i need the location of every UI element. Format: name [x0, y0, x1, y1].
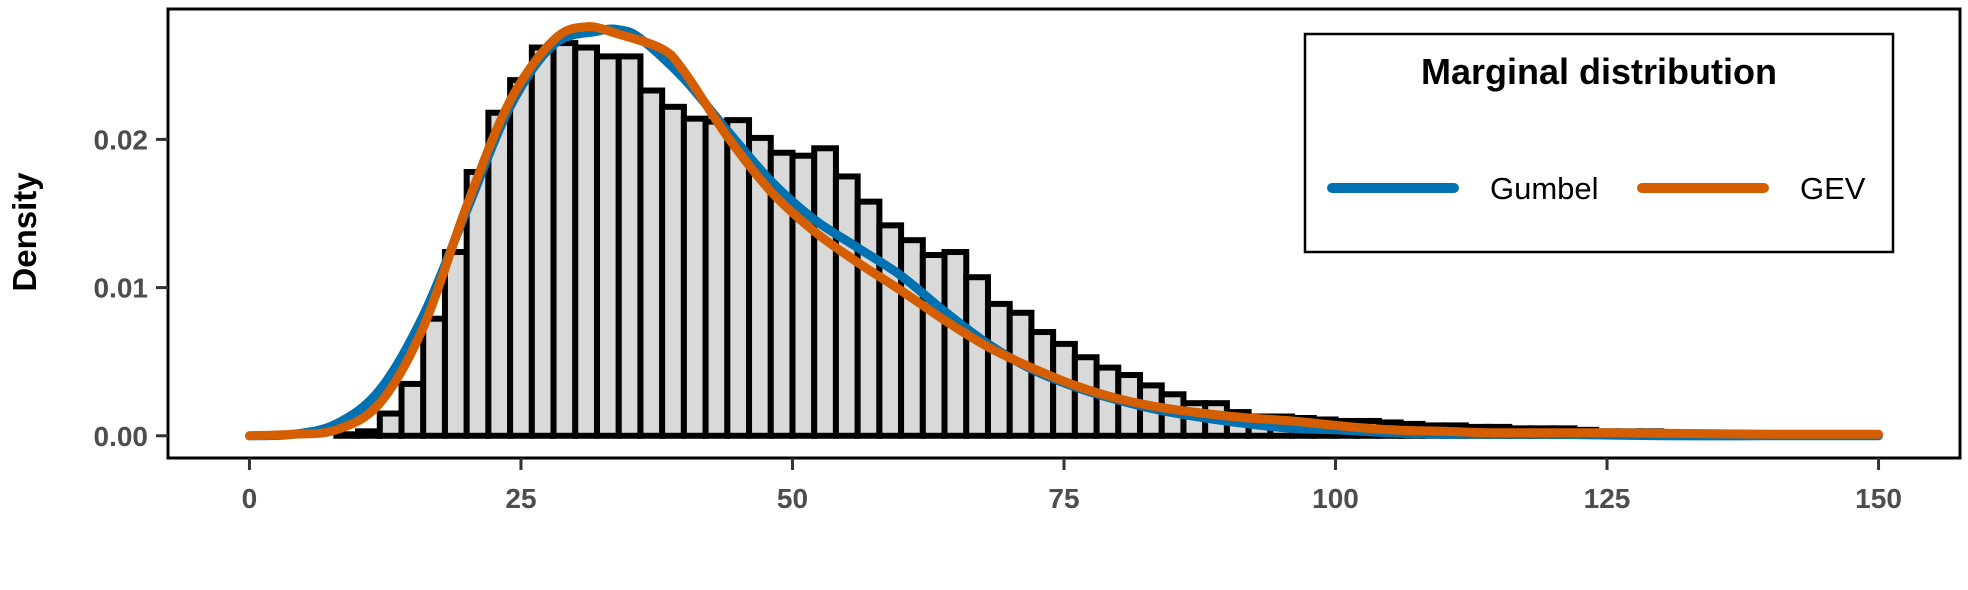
histogram-bar: [550, 40, 579, 439]
y-tick-label: 0.01: [94, 273, 149, 304]
histogram-bar: [876, 222, 905, 439]
legend-title: Marginal distribution: [1421, 51, 1777, 92]
histogram-bar: [637, 87, 666, 439]
histogram-bar: [789, 152, 818, 439]
y-axis-title: Density: [6, 172, 43, 292]
y-tick-label: 0.02: [94, 124, 149, 155]
histogram-bar: [832, 173, 861, 439]
density-lines-layer: [245, 22, 1883, 441]
histogram-bar: [528, 44, 557, 439]
histogram-bar: [485, 109, 514, 439]
histogram-bar: [919, 251, 948, 439]
histogram-bar: [572, 44, 600, 439]
histogram-bar: [376, 410, 405, 439]
histogram-bar: [702, 118, 731, 439]
histogram-bar: [420, 315, 448, 439]
histogram-bar: [941, 249, 970, 439]
histogram-bar: [593, 53, 622, 439]
legend-box: [1303, 32, 1895, 254]
histogram-bar: [615, 53, 644, 439]
x-tick-label: 0: [242, 483, 258, 514]
x-tick-label: 50: [777, 483, 808, 514]
histogram-bar: [507, 77, 535, 439]
histogram-bar: [680, 115, 709, 439]
y-tick-label: 0.00: [94, 421, 149, 452]
x-tick-label: 100: [1312, 483, 1359, 514]
x-tick-label: 150: [1855, 483, 1902, 514]
x-tick-label: 125: [1584, 483, 1631, 514]
legend-label-gev: GEV: [1800, 171, 1866, 206]
density-line-gev: [245, 22, 1883, 441]
histogram-bar: [963, 274, 991, 439]
x-axis: 0 25 50 75 100 125 150: [242, 458, 1902, 514]
legend-label-gumbel: Gumbel: [1490, 171, 1599, 206]
histogram-bar: [659, 103, 687, 439]
histogram-bar: [1028, 329, 1057, 439]
x-tick-label: 25: [505, 483, 536, 514]
histogram-bar: [898, 237, 926, 439]
histogram-bar: [355, 428, 383, 439]
histogram-bar: [1006, 309, 1035, 439]
x-tick-label: 75: [1048, 483, 1079, 514]
histogram-bar: [441, 249, 470, 439]
y-axis: 0.00 0.01 0.02: [94, 124, 168, 452]
histogram-bar: [984, 300, 1013, 439]
legend: Marginal distribution Gumbel GEV: [1303, 32, 1895, 254]
histogram-bar: [854, 198, 883, 439]
histogram-bar: [398, 380, 427, 439]
histogram-bar: [333, 431, 362, 439]
histogram-bar: [811, 145, 839, 439]
